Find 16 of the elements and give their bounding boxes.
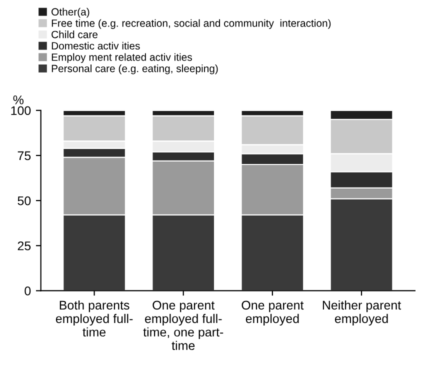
x-tick-label: Neither parent employed xyxy=(322,300,402,326)
legend-label: Employ ment related activ ities xyxy=(52,53,192,63)
x-tick-label: Both parents employed full-time xyxy=(56,300,133,337)
legend-label: Free time (e.g. recreation, social and community interaction) xyxy=(52,19,331,29)
y-tick-label: 0 xyxy=(24,286,31,296)
y-axis-title: % xyxy=(13,96,24,104)
y-tick-label: 50 xyxy=(18,196,31,206)
y-tick-label: 100 xyxy=(11,106,31,116)
legend-label: Domestic activ ities xyxy=(52,42,140,50)
x-tick-label: One parent employed xyxy=(242,300,304,326)
legend-label: Personal care (e.g. eating, sleeping) xyxy=(52,64,218,74)
y-tick-label: 25 xyxy=(18,241,31,250)
x-tick-label: One parent employed full-time, one part-time xyxy=(143,300,224,350)
legend-label: Child care xyxy=(52,30,98,38)
y-tick-label: 75 xyxy=(18,151,31,160)
legend-label: Other(a) xyxy=(52,8,90,18)
